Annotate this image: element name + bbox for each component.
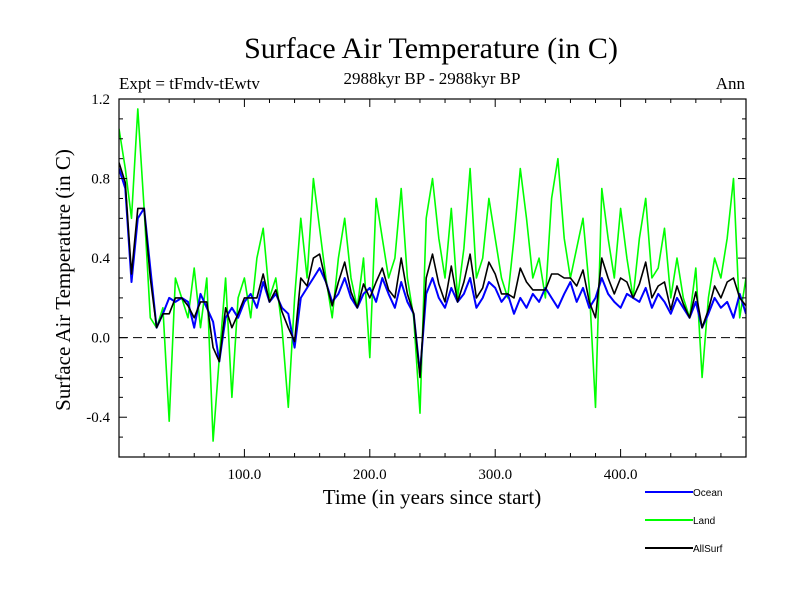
chart-subtitle: 2988kyr BP - 2988kyr BP	[344, 69, 521, 88]
y-tick-label: 0.0	[91, 331, 110, 347]
series-line-land	[119, 108, 746, 442]
legend-label-land: Land	[693, 516, 715, 527]
y-axis-label: Surface Air Temperature (in C)	[51, 149, 75, 411]
legend-label-allsurf: AllSurf	[693, 544, 723, 555]
experiment-label: Expt = tFmdv-tEwtv	[119, 74, 260, 93]
y-tick-label: 0.8	[91, 172, 110, 188]
x-axis-label: Time (in years since start)	[323, 485, 542, 509]
x-tick-label: 100.0	[228, 467, 262, 483]
x-tick-label: 400.0	[604, 467, 638, 483]
y-tick-label: 1.2	[91, 92, 110, 108]
season-label: Ann	[716, 74, 746, 93]
y-tick-label: 0.4	[91, 251, 110, 267]
y-tick-label: -0.4	[86, 410, 110, 426]
legend: Ocean Land AllSurf	[645, 488, 723, 555]
x-tick-label: 300.0	[478, 467, 512, 483]
chart-title: Surface Air Temperature (in C)	[244, 32, 618, 65]
legend-label-ocean: Ocean	[693, 488, 722, 499]
x-tick-label: 200.0	[353, 467, 387, 483]
series-line-allsurf	[119, 162, 746, 379]
